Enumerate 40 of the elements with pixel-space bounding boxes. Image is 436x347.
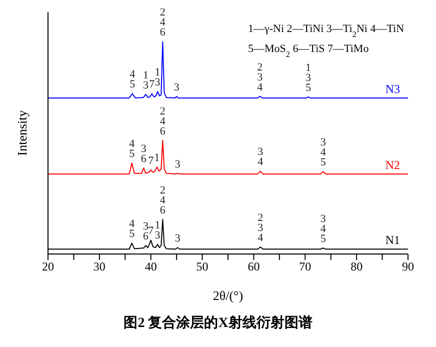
x-tick-label: 20 <box>42 260 54 274</box>
x-axis-title: 2θ/(°) <box>212 288 244 303</box>
x-tick-label: 30 <box>93 260 106 274</box>
annotation: 3 6 <box>142 220 149 243</box>
annotation: 2 3 4 <box>257 61 264 94</box>
annotation: 3 <box>174 158 181 170</box>
annotation: 4 5 <box>130 68 136 91</box>
annotation: 2 4 6 <box>160 105 166 138</box>
y-axis-title: Intensity <box>14 110 30 156</box>
x-tick-label: 70 <box>299 260 312 274</box>
annotation: 2 3 4 <box>258 212 264 244</box>
x-tick-label: 80 <box>350 260 363 274</box>
annotation: 3 <box>174 81 180 94</box>
annotation: 1 <box>154 152 160 164</box>
annotation: 3 4 <box>258 146 264 168</box>
annotation: 2 4 6 <box>160 184 166 216</box>
annotation: 1 3 <box>142 69 149 92</box>
x-tick-label: 50 <box>196 260 208 274</box>
annotation: 5—MoS$_{2}$ 6—TiS 7—TiMo <box>248 43 370 58</box>
x-tick-label: 60 <box>248 260 260 274</box>
x-tick-label: 90 <box>402 260 414 274</box>
annotation: 1 3 5 <box>305 62 312 94</box>
annotation: 7 <box>148 155 154 168</box>
annotation: 4 5 <box>129 218 136 240</box>
text: 1—γ-Ni 2—TiNi 3—Ti$_{2}$Ni 4—TiN <box>248 23 404 38</box>
annotation: 3 <box>174 232 181 245</box>
annotation: 7 <box>149 78 156 91</box>
series-label: N1 <box>385 233 400 248</box>
annotation: 1 3 <box>154 66 161 89</box>
annotation: 7 <box>148 225 154 238</box>
annotation: 3 6 <box>140 143 147 166</box>
annotation: 2 4 6 <box>160 6 166 39</box>
annotation: 1 3 <box>154 219 161 242</box>
series-label: N2 <box>385 158 400 172</box>
series-label: N3 <box>385 82 400 96</box>
x-tick-label: 40 <box>144 260 157 274</box>
annotation: 3 4 5 <box>320 213 326 246</box>
text: 图2 复合涂层的X射线衍射图谱 <box>122 314 314 332</box>
annotation: 4 5 <box>129 138 136 160</box>
annotation: 3 4 5 <box>320 136 326 169</box>
